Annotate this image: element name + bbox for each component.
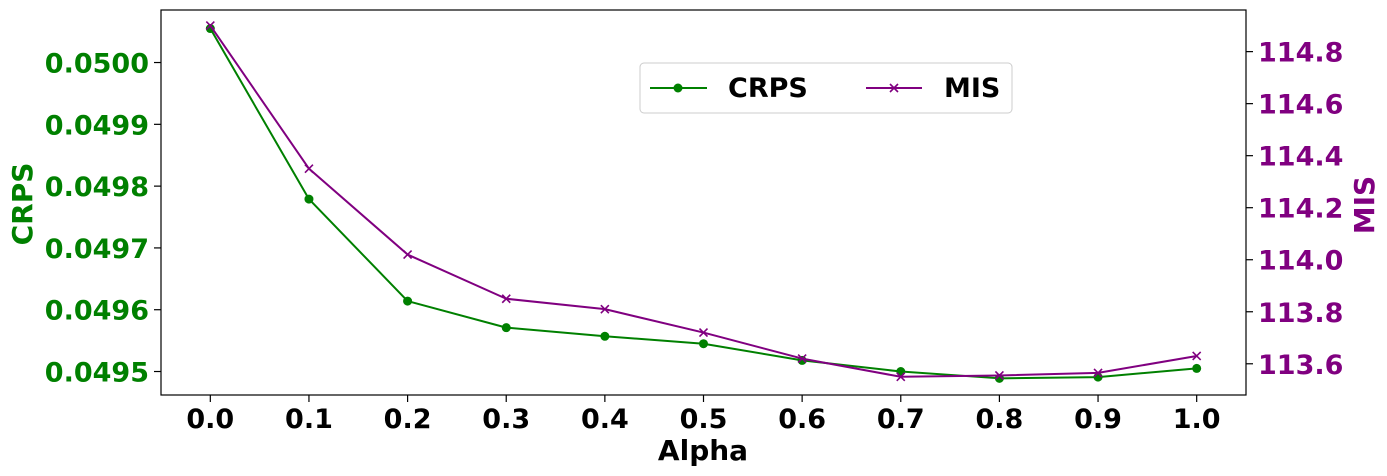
mis-data-point <box>600 304 610 314</box>
crps-data-point <box>205 24 215 34</box>
x-tick-label: 0.2 <box>384 404 432 435</box>
legend-box <box>639 62 1013 114</box>
right-y-tick-label: 114.0 <box>1258 246 1343 277</box>
mis-data-point <box>205 21 215 31</box>
mis-data-point <box>403 249 413 260</box>
left-y-tick-label: 0.0496 <box>45 296 149 327</box>
mis-data-point <box>501 294 511 304</box>
legend-mis-label: MIS <box>944 73 1000 104</box>
x-tick-label: 0.4 <box>581 404 629 435</box>
right-y-tick-label: 114.6 <box>1258 90 1343 121</box>
legend: CRPS MIS <box>639 62 1013 114</box>
crps-data-point <box>304 194 314 204</box>
left-y-axis: 0.0495 0.0496 0.0497 0.0498 0.0499 0.0500 <box>45 49 161 389</box>
x-tick-label: 0.1 <box>285 404 333 435</box>
x-axis-title: Alpha <box>658 434 748 467</box>
crps-data-point <box>699 339 708 349</box>
mis-data-point <box>304 164 314 174</box>
x-tick-label: 1.0 <box>1173 404 1221 435</box>
x-tick-label: 0.5 <box>680 404 728 435</box>
left-y-axis-title: CRPS <box>6 163 39 246</box>
legend-crps-label: CRPS <box>728 73 808 104</box>
x-tick-label: 0.9 <box>1074 404 1122 435</box>
right-y-tick-label: 114.4 <box>1258 142 1343 173</box>
right-y-tick-label: 113.8 <box>1258 298 1343 329</box>
x-tick-label: 0.0 <box>186 404 234 435</box>
legend-crps-marker <box>673 83 683 93</box>
mis-data-point <box>1192 351 1202 361</box>
x-axis: 0.0 0.1 0.2 0.3 0.4 0.5 0.6 0.7 0.8 0.9 1.0 <box>186 395 1221 435</box>
mis-data-point <box>896 372 906 382</box>
crps-data-point <box>403 296 413 306</box>
x-tick-label: 0.8 <box>975 404 1023 435</box>
right-y-tick-label: 114.2 <box>1258 194 1343 225</box>
x-tick-label: 0.6 <box>778 404 826 435</box>
crps-data-point <box>600 331 610 341</box>
legend-mis-marker <box>889 83 899 93</box>
left-y-tick-label: 0.0499 <box>45 110 149 141</box>
plot-frame <box>160 9 1247 396</box>
series-layer <box>205 21 1202 383</box>
right-y-tick-label: 114.8 <box>1258 38 1343 69</box>
x-tick-label: 0.3 <box>482 404 530 435</box>
left-y-tick-label: 0.0495 <box>45 358 149 389</box>
right-y-axis-title: MIS <box>1348 176 1381 234</box>
mis-data-point <box>994 370 1004 381</box>
right-y-tick-label: 113.6 <box>1258 350 1343 381</box>
left-y-tick-label: 0.0497 <box>45 234 149 265</box>
x-tick-label: 0.7 <box>877 404 925 435</box>
right-y-axis: 113.6 113.8 114.0 114.2 114.4 114.6 114.8 <box>1246 38 1343 381</box>
crps-data-point <box>501 323 511 333</box>
crps-data-point <box>1192 363 1202 373</box>
mis-data-point <box>698 328 709 338</box>
left-y-tick-label: 0.0498 <box>45 172 149 203</box>
left-y-tick-label: 0.0500 <box>45 49 149 80</box>
mis-data-point <box>797 354 807 364</box>
mis-data-point <box>1093 368 1103 378</box>
